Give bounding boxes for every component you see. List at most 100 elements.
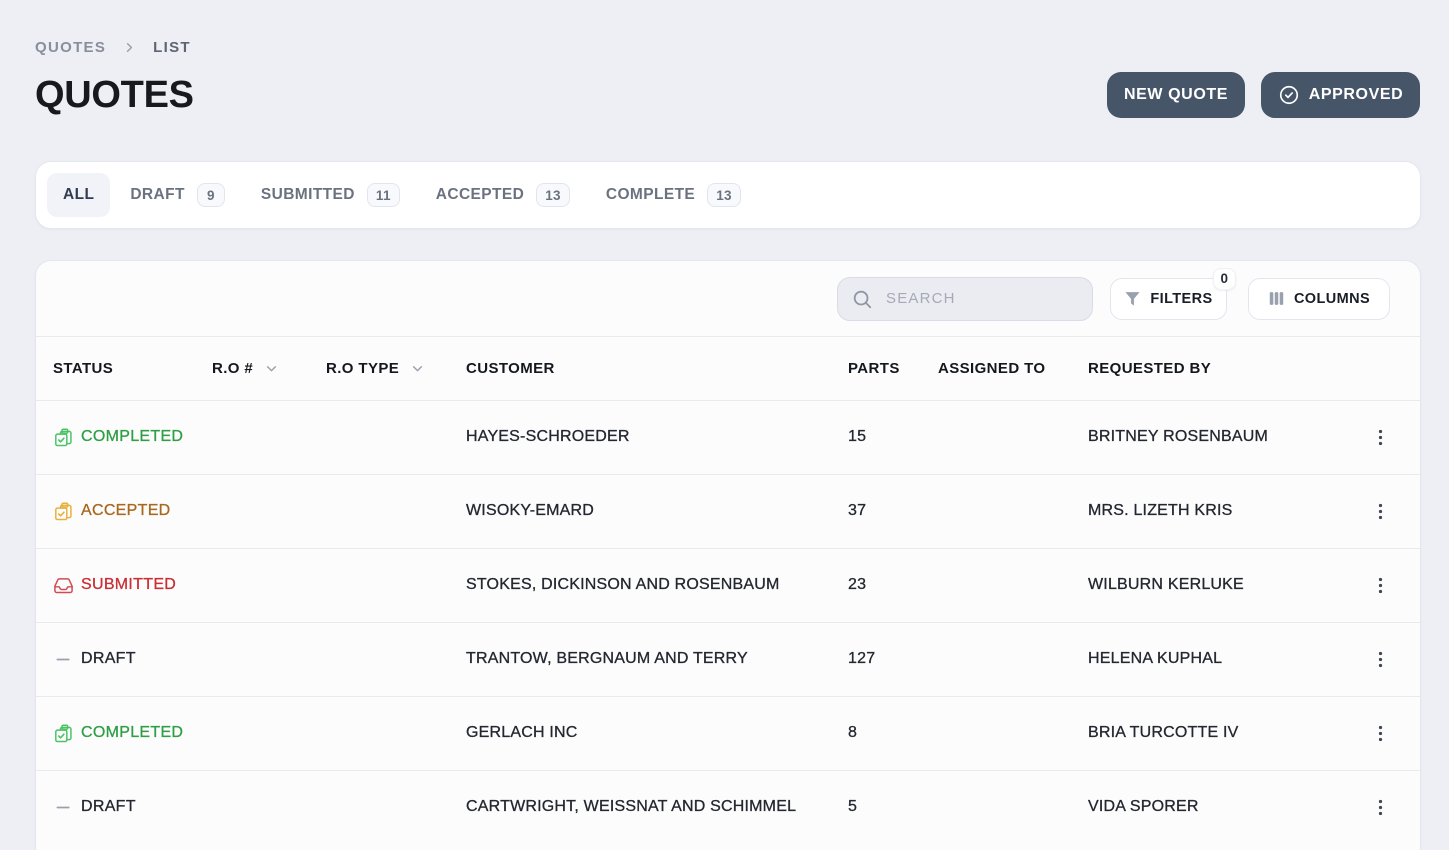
kebab-icon bbox=[1370, 575, 1391, 596]
tab-submitted[interactable]: SUBMITTED 11 bbox=[245, 173, 416, 217]
tab-count-badge: 9 bbox=[196, 183, 225, 207]
cell-customer: WISOKY-EMARD bbox=[466, 473, 848, 548]
search-icon bbox=[851, 288, 873, 310]
new-quote-label: NEW QUOTE bbox=[1123, 86, 1229, 103]
status-label: DRAFT bbox=[81, 650, 136, 667]
quotes-table: STATUS R.O # R.O TYPE CUSTOMER PARTS ASSIGNED… bbox=[36, 337, 1420, 844]
cell-parts: 127 bbox=[848, 621, 938, 696]
cell-assigned-to bbox=[938, 473, 1088, 548]
tab-label: SUBMITTED bbox=[260, 186, 355, 203]
cell-customer: GERLACH INC bbox=[466, 695, 848, 770]
clipboard-check-icon bbox=[53, 723, 74, 744]
tab-label: COMPLETE bbox=[605, 186, 696, 203]
row-menu-button[interactable] bbox=[1363, 790, 1397, 824]
cell-requested-by: BRITNEY ROSENBAUM bbox=[1088, 399, 1338, 474]
breadcrumb-quotes[interactable]: QUOTES bbox=[35, 39, 107, 56]
tab-count-badge: 13 bbox=[536, 183, 570, 207]
columns-icon bbox=[1268, 290, 1285, 307]
new-quote-button[interactable]: NEW QUOTE bbox=[1107, 72, 1245, 118]
cell-ro-number bbox=[212, 399, 326, 474]
cell-ro-number bbox=[212, 769, 326, 844]
row-menu-button[interactable] bbox=[1363, 568, 1397, 602]
kebab-icon bbox=[1370, 501, 1391, 522]
filters-count-badge: 0 bbox=[1213, 267, 1236, 290]
dash-icon bbox=[53, 649, 74, 670]
header-actions: NEW QUOTE APPROVED bbox=[1107, 72, 1420, 118]
chevron-right-icon bbox=[122, 40, 137, 55]
clipboard-check-icon bbox=[53, 501, 74, 522]
table-row[interactable]: SUBMITTED STOKES, DICKINSON AND ROSENBAUM… bbox=[36, 547, 1420, 622]
search-input[interactable] bbox=[886, 290, 1079, 307]
tab-accepted[interactable]: ACCEPTED 13 bbox=[420, 173, 586, 217]
column-header-status: STATUS bbox=[36, 337, 212, 400]
cell-requested-by: MRS. LIZETH KRIS bbox=[1088, 473, 1338, 548]
row-menu-button[interactable] bbox=[1363, 642, 1397, 676]
cell-assigned-to bbox=[938, 695, 1088, 770]
table-row[interactable]: ACCEPTED WISOKY-EMARD 37 MRS. LIZETH KRIS bbox=[36, 473, 1420, 548]
quotes-table-card: FILTERS 0 COLUMNS STATUS R.O # R.O TYPE CUS… bbox=[35, 260, 1421, 850]
approved-label: APPROVED bbox=[1308, 86, 1404, 103]
cell-requested-by: WILBURN KERLUKE bbox=[1088, 547, 1338, 622]
tab-all[interactable]: ALL bbox=[47, 173, 111, 217]
tab-count-badge: 11 bbox=[366, 183, 400, 207]
filters-label: FILTERS bbox=[1150, 290, 1213, 307]
approved-button[interactable]: APPROVED bbox=[1261, 72, 1420, 118]
table-row[interactable]: DRAFT TRANTOW, BERGNAUM AND TERRY 127 HELEN… bbox=[36, 621, 1420, 696]
status-label: SUBMITTED bbox=[81, 576, 177, 593]
row-menu-button[interactable] bbox=[1363, 420, 1397, 454]
row-menu-button[interactable] bbox=[1363, 494, 1397, 528]
cell-ro-type bbox=[326, 547, 466, 622]
table-row[interactable]: DRAFT CARTWRIGHT, WEISSNAT AND SCHIMMEL 5 V… bbox=[36, 769, 1420, 844]
column-header-requested-by: REQUESTED BY bbox=[1088, 337, 1338, 400]
row-menu-button[interactable] bbox=[1363, 716, 1397, 750]
status-badge: DRAFT bbox=[53, 797, 212, 818]
table-header-row: STATUS R.O # R.O TYPE CUSTOMER PARTS ASSIGNED… bbox=[36, 337, 1420, 400]
status-label: ACCEPTED bbox=[81, 502, 171, 519]
kebab-icon bbox=[1370, 427, 1391, 448]
filters-button[interactable]: FILTERS 0 bbox=[1110, 267, 1236, 320]
table-row[interactable]: COMPLETED GERLACH INC 8 BRIA TURCOTTE IV bbox=[36, 695, 1420, 770]
table-row[interactable]: COMPLETED HAYES-SCHROEDER 15 BRITNEY ROSENB… bbox=[36, 399, 1420, 474]
tab-draft[interactable]: DRAFT 9 bbox=[114, 173, 241, 217]
status-tabs: ALL DRAFT 9 SUBMITTED 11 ACCEPTED 13 COMPLETE 13 bbox=[35, 161, 1421, 229]
cell-ro-type bbox=[326, 695, 466, 770]
tab-label: ALL bbox=[63, 186, 95, 203]
cell-assigned-to bbox=[938, 769, 1088, 844]
cell-requested-by: HELENA KUPHAL bbox=[1088, 621, 1338, 696]
cell-assigned-to bbox=[938, 399, 1088, 474]
status-badge: SUBMITTED bbox=[53, 575, 212, 596]
column-header-ro-type[interactable]: R.O TYPE bbox=[326, 337, 466, 400]
column-header-customer: CUSTOMER bbox=[466, 337, 848, 400]
breadcrumb: QUOTES LIST bbox=[35, 37, 1421, 58]
column-label: PARTS bbox=[848, 359, 900, 377]
cell-parts: 37 bbox=[848, 473, 938, 548]
sort-chevron-down-icon[interactable] bbox=[409, 360, 426, 377]
check-circle-icon bbox=[1278, 84, 1300, 106]
cell-assigned-to bbox=[938, 621, 1088, 696]
column-label: REQUESTED BY bbox=[1088, 359, 1212, 377]
column-label: STATUS bbox=[53, 359, 114, 377]
cell-requested-by: VIDA SPORER bbox=[1088, 769, 1338, 844]
column-header-parts: PARTS bbox=[848, 337, 938, 400]
column-label: R.O # bbox=[212, 359, 254, 377]
columns-button[interactable]: COLUMNS bbox=[1248, 277, 1390, 320]
table-toolbar: FILTERS 0 COLUMNS bbox=[36, 261, 1420, 337]
cell-customer: CARTWRIGHT, WEISSNAT AND SCHIMMEL bbox=[466, 769, 848, 844]
sort-chevron-down-icon[interactable] bbox=[263, 360, 280, 377]
quotes-page: QUOTES LIST QUOTES NEW QUOTE APPROVED AL… bbox=[35, 0, 1421, 850]
column-header-ro-number[interactable]: R.O # bbox=[212, 337, 326, 400]
column-header-actions bbox=[1338, 337, 1420, 400]
cell-parts: 15 bbox=[848, 399, 938, 474]
cell-parts: 23 bbox=[848, 547, 938, 622]
column-label: ASSIGNED TO bbox=[938, 359, 1046, 377]
status-badge: COMPLETED bbox=[53, 723, 212, 744]
search-box[interactable] bbox=[837, 276, 1093, 321]
status-label: COMPLETED bbox=[81, 724, 184, 741]
cell-requested-by: BRIA TURCOTTE IV bbox=[1088, 695, 1338, 770]
cell-ro-number bbox=[212, 695, 326, 770]
columns-label: COLUMNS bbox=[1293, 290, 1371, 307]
cell-assigned-to bbox=[938, 547, 1088, 622]
tab-complete[interactable]: COMPLETE 13 bbox=[590, 173, 757, 217]
status-label: COMPLETED bbox=[81, 428, 184, 445]
inbox-icon bbox=[53, 575, 74, 596]
